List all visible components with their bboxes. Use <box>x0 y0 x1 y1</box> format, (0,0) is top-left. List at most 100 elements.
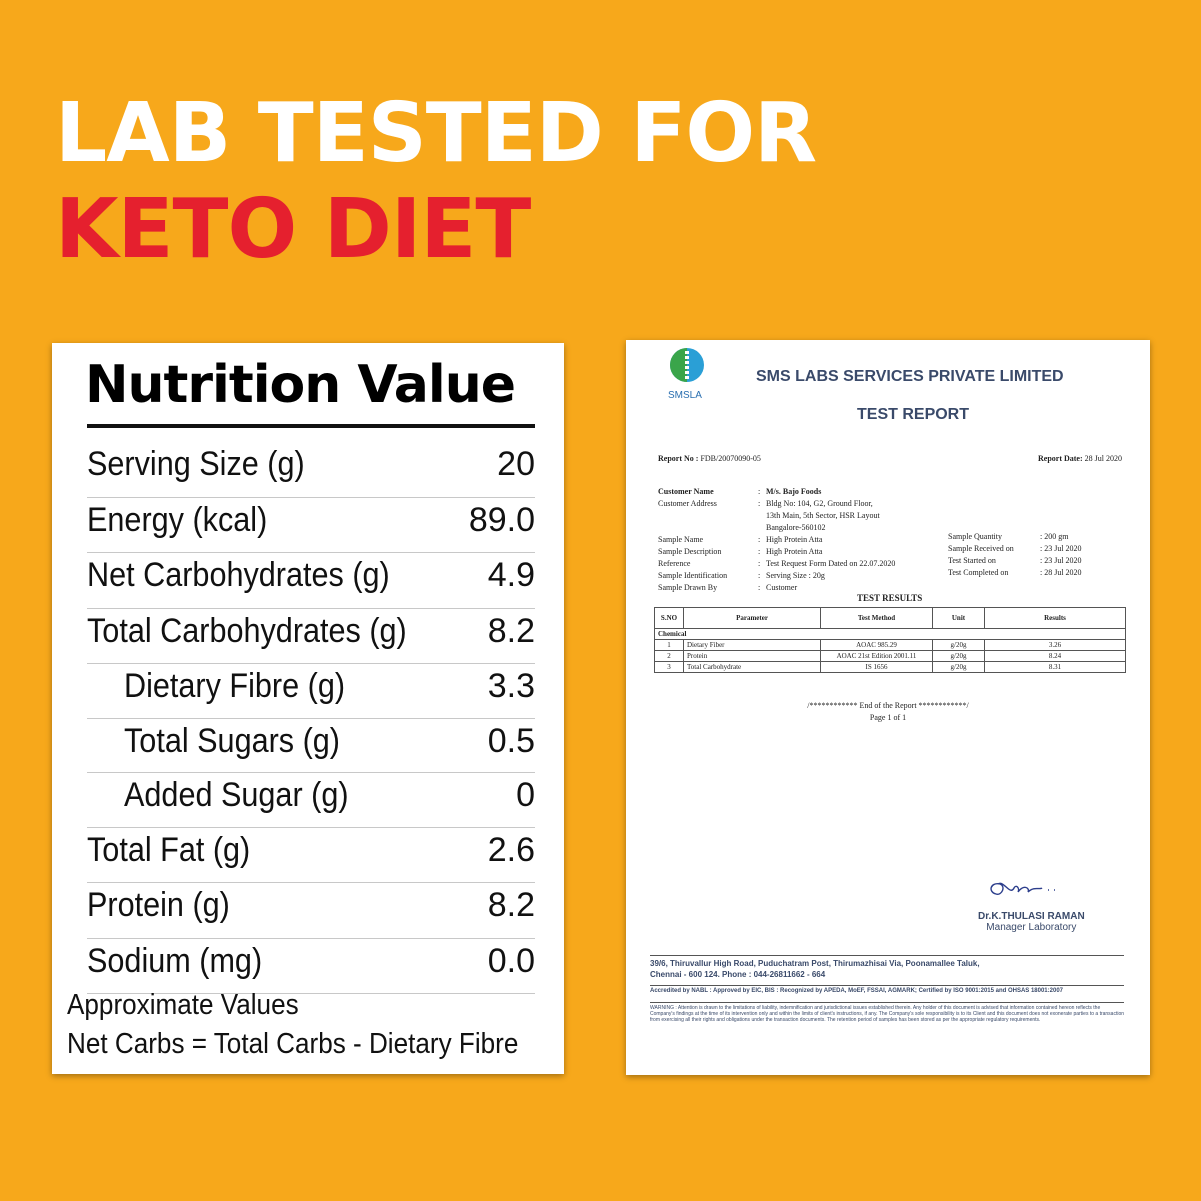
signer-name: Dr.K.THULASI RAMAN <box>978 911 1085 922</box>
reference: Test Request Form Dated on 22.07.2020 <box>766 559 896 568</box>
nutrition-label: Energy (kcal) <box>87 500 268 539</box>
headline-line-1: LAB TESTED FOR <box>55 86 817 181</box>
nutrition-label: Protein (g) <box>87 886 230 924</box>
table-group-row: Chemical <box>654 628 1126 640</box>
table-cell: 3.26 <box>984 639 1126 651</box>
headline: LAB TESTED FOR KETO DIET <box>55 86 817 278</box>
table-cell: IS 1656 <box>820 661 933 673</box>
lab-address: 39/6, Thiruvallur High Road, Puduchatram… <box>650 958 980 980</box>
customer-address-2: 13th Main, 5th Sector, HSR Layout <box>766 511 880 520</box>
table-row: 3 Total Carbohydrate IS 1656 g/20g 8.31 <box>654 661 1126 673</box>
customer-address-3: Bangalore-560102 <box>766 523 826 532</box>
table-cell: 1 <box>654 639 684 651</box>
sample-quantity: : 200 gm <box>1040 532 1069 541</box>
nutrition-title-rule <box>87 424 535 428</box>
table-header: Results <box>984 607 1126 629</box>
nutrition-footer: Approximate Values Net Carbs = Total Car… <box>67 986 518 1064</box>
nutrition-footer-formula: Net Carbs = Total Carbs - Dietary Fibre <box>67 1028 519 1060</box>
customer-details: Customer Name: M/s. Bajo Foods Customer A… <box>658 486 908 594</box>
nutrition-value: 0.5 <box>487 721 535 760</box>
lab-address-line-2: Chennai - 600 124. Phone : 044-26811662 … <box>650 970 826 979</box>
report-number-value: FDB/20070090-05 <box>700 454 761 463</box>
report-date-label: Report Date: <box>1038 454 1083 463</box>
table-group-label: Chemical <box>654 628 1126 640</box>
test-results-title: TEST RESULTS <box>857 593 923 603</box>
signer-role: Manager Laboratory <box>986 922 1077 933</box>
sample-received: : 23 Jul 2020 <box>1040 544 1082 553</box>
nutrition-value: 8.2 <box>487 611 535 650</box>
table-cell: Dietary Fiber <box>683 639 821 651</box>
field-label: Test Started on <box>948 556 996 565</box>
nutrition-row-net-carbohydrates: Net Carbohydrates (g) 4.9 <box>87 553 535 609</box>
table-cell: AOAC 21st Edition 2001.11 <box>820 650 933 662</box>
table-cell: 8.31 <box>984 661 1126 673</box>
nutrition-label: Dietary Fibre (g) <box>124 667 346 705</box>
table-header: Test Method <box>820 607 933 629</box>
nutrition-label: Serving Size (g) <box>87 445 305 483</box>
nutrition-row-protein: Protein (g) 8.2 <box>87 883 535 939</box>
field-label: Sample Identification <box>658 571 728 580</box>
table-header: Parameter <box>683 607 821 629</box>
report-end: /************ End of the Report ********… <box>626 700 1150 724</box>
sample-dates: Sample Quantity: 200 gm Sample Received … <box>948 531 1128 579</box>
table-cell: 2 <box>654 650 684 662</box>
report-date-value: 28 Jul 2020 <box>1084 454 1122 463</box>
nutrition-row-energy: Energy (kcal) 89.0 <box>87 498 535 553</box>
nutrition-value: 0.0 <box>487 941 535 980</box>
report-number: Report No : FDB/20070090-05 <box>658 453 761 465</box>
lab-name: SMS LABS SERVICES PRIVATE LIMITED <box>756 368 1064 385</box>
logo-text: SMSLA <box>668 390 702 401</box>
field-label: Sample Description <box>658 547 722 556</box>
nutrition-value: 20 <box>497 445 535 483</box>
nutrition-row-total-carbohydrates: Total Carbohydrates (g) 8.2 <box>87 609 535 664</box>
field-label: Sample Drawn By <box>658 583 718 592</box>
field-label: Test Completed on <box>948 568 1009 577</box>
table-cell: g/20g <box>932 639 985 651</box>
divider <box>650 955 1124 956</box>
nutrition-row-serving-size: Serving Size (g) 20 <box>87 442 535 498</box>
report-date: Report Date: 28 Jul 2020 <box>1038 453 1122 465</box>
nutrition-row-dietary-fibre: Dietary Fibre (g) 3.3 <box>87 664 535 719</box>
field-label: Sample Quantity <box>948 532 1002 541</box>
accreditation: Accredited by NABL : Approved by EIC, BI… <box>650 988 1063 994</box>
signature-image <box>990 882 1055 895</box>
nutrition-rows: Serving Size (g) 20 Energy (kcal) 89.0 N… <box>87 442 535 994</box>
nutrition-label: Net Carbohydrates (g) <box>87 556 390 594</box>
table-header: S.NO <box>654 607 684 629</box>
table-row: 2 Protein AOAC 21st Edition 2001.11 g/20… <box>654 650 1126 662</box>
signer: Dr.K.THULASI RAMAN Manager Laboratory <box>978 911 1085 933</box>
nutrition-value: 2.6 <box>487 830 535 869</box>
nutrition-label: Total Carbohydrates (g) <box>87 611 407 650</box>
customer-address-1: Bldg No: 104, G2, Ground Floor, <box>766 499 873 508</box>
table-cell: g/20g <box>932 661 985 673</box>
divider <box>650 1002 1124 1003</box>
nutrition-value: 3.3 <box>487 667 535 705</box>
field-label: Customer Address <box>658 499 717 508</box>
sample-name: High Protein Atta <box>766 535 823 544</box>
nutrition-value: 0 <box>516 776 535 814</box>
sample-drawn-by: Customer <box>766 583 798 592</box>
nutrition-title: Nutrition Value <box>85 355 516 415</box>
lab-report-card: SMSLA SMS LABS SERVICES PRIVATE LIMITED … <box>626 340 1150 1075</box>
nutrition-row-sodium: Sodium (mg) 0.0 <box>87 939 535 994</box>
nutrition-card: Nutrition Value Serving Size (g) 20 Ener… <box>52 343 564 1074</box>
nutrition-label: Total Fat (g) <box>87 830 251 869</box>
results-table: S.NO Parameter Test Method Unit Results … <box>654 607 1126 673</box>
divider <box>650 985 1124 986</box>
field-label: Sample Name <box>658 535 704 544</box>
report-title: TEST REPORT <box>857 406 970 423</box>
table-cell: Total Carbohydrate <box>683 661 821 673</box>
sample-description: High Protein Atta <box>766 547 823 556</box>
report-number-label: Report No : <box>658 454 699 463</box>
test-completed: : 28 Jul 2020 <box>1040 568 1082 577</box>
nutrition-row-total-sugars: Total Sugars (g) 0.5 <box>87 719 535 774</box>
end-of-report: /************ End of the Report ********… <box>807 701 969 710</box>
field-label: Customer Name <box>658 487 714 496</box>
customer-name: M/s. Bajo Foods <box>766 487 822 496</box>
lab-logo: SMSLA <box>666 348 710 404</box>
nutrition-row-added-sugar: Added Sugar (g) 0 <box>87 773 535 828</box>
page-number: Page 1 of 1 <box>869 713 907 722</box>
nutrition-footer-approx: Approximate Values <box>67 989 299 1021</box>
table-cell: Protein <box>683 650 821 662</box>
table-header-row: S.NO Parameter Test Method Unit Results <box>654 607 1126 629</box>
